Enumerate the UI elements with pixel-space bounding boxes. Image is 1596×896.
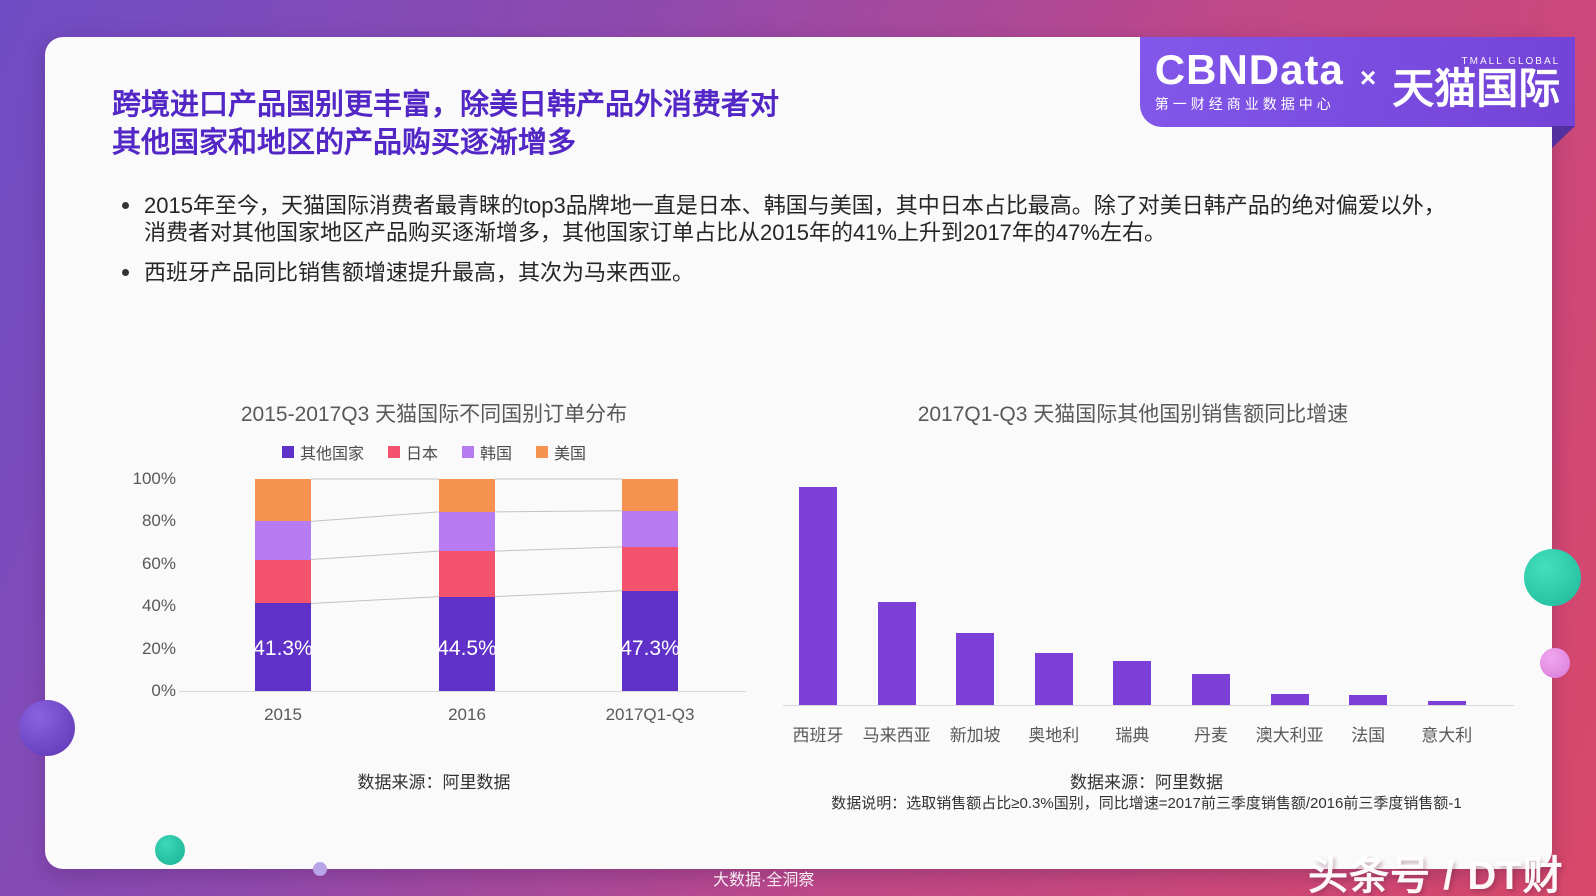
legend-label: 韩国 [480, 446, 513, 463]
tmall-global-logo: TMALL GLOBAL 天猫国际 [1392, 55, 1561, 112]
left-chart-bar-label-2017Q1-Q3: 47.3% [620, 637, 680, 660]
left-chart-bar-2016-美国 [439, 479, 495, 512]
right-chart-bar-瑞典 [1113, 661, 1152, 705]
bullet-item-1: 2015年至今，天猫国际消费者最青睐的top3品牌地一直是日本、韩国与美国，其中… [118, 192, 1463, 246]
left-chart-bar-2015-日本 [255, 559, 311, 604]
left-chart-title: 2015-2017Q3 天猫国际不同国别订单分布 [240, 403, 628, 426]
legend-item-1: 日本 [387, 440, 438, 464]
decor-dot-lavender [313, 862, 327, 876]
right-chart-axis-line [783, 705, 1514, 706]
right-chart-xlabel-瑞典: 瑞典 [1115, 726, 1150, 745]
left-chart-ytick-40: 40% [141, 596, 176, 616]
left-chart-bar-2017Q1-Q3-日本 [622, 546, 678, 591]
left-chart-ytick-0: 0% [151, 681, 176, 700]
page-title-line1: 跨境进口产品国别更丰富，除美日韩产品外消费者对 [112, 89, 780, 121]
right-chart-bar-奥地利 [1034, 652, 1073, 705]
left-chart-bar-2017Q1-Q3-其他国家 [622, 590, 678, 691]
legend-item-2: 韩国 [462, 440, 512, 464]
ribbon-fold-triangle [1552, 126, 1575, 148]
left-chart-bar-2015-韩国 [255, 521, 311, 560]
right-chart-source: 数据来源：阿里数据 [1070, 773, 1223, 792]
cbndata-logo-subtitle: 第一财经商业数据中心 [1154, 96, 1335, 112]
right-chart-bar-法国 [1349, 695, 1388, 705]
left-chart-bar-2015-其他国家 [255, 603, 311, 691]
right-chart-xlabel-马来西亚: 马来西亚 [862, 726, 931, 745]
left-chart-xlabel-2017Q1-Q3: 2017Q1-Q3 [605, 705, 695, 724]
right-chart-note: 数据说明：选取销售额占比≥0.3%国别，同比增速=2017前三季度销售额/201… [831, 795, 1462, 812]
left-chart-ytick-20: 20% [141, 638, 176, 658]
cross-icon: × [1359, 62, 1377, 93]
right-chart-title: 2017Q1-Q3 天猫国际其他国别销售额同比增速 [917, 403, 1349, 426]
legend-item-3: 美国 [536, 440, 586, 464]
left-chart-source: 数据来源：阿里数据 [357, 773, 511, 792]
footer-slogan: 大数据·全洞察 [713, 872, 815, 889]
left-chart-bar-2016-日本 [439, 551, 495, 597]
left-chart-ytick-60: 60% [141, 553, 176, 573]
right-chart-xlabel-法国: 法国 [1351, 726, 1386, 745]
legend-item-0: 其他国家 [281, 440, 364, 464]
legend-label: 美国 [554, 446, 587, 463]
left-chart-bar-2016-韩国 [439, 511, 495, 552]
decor-circle-teal-large [1524, 549, 1581, 606]
left-chart-xlabel-2016: 2016 [448, 705, 486, 724]
left-chart-legend: 其他国家 日本 韩国 美国 [134, 440, 734, 464]
legend-swatch-icon [536, 446, 549, 458]
decor-circle-teal-small [155, 835, 185, 865]
left-chart-bar-2017Q1-Q3-美国 [622, 479, 678, 511]
tmall-global-small-text: TMALL GLOBAL [1461, 55, 1561, 67]
left-chart-xlabel-2015: 2015 [264, 705, 302, 724]
legend-swatch-icon [387, 446, 400, 458]
bullet-item-2: 西班牙产品同比销售额增速提升最高，其次为马来西亚。 [118, 259, 1463, 286]
left-chart-ytick-80: 80% [141, 511, 176, 531]
decor-circle-pink [1540, 648, 1570, 678]
right-chart-bar-丹麦 [1192, 674, 1230, 705]
legend-label: 其他国家 [299, 446, 364, 463]
left-chart-bar-label-2016: 44.5% [437, 637, 497, 660]
right-chart-bar-意大利 [1427, 700, 1466, 705]
right-chart-xlabel-奥地利: 奥地利 [1028, 726, 1080, 745]
bullet-list: 2015年至今，天猫国际消费者最青睐的top3品牌地一直是日本、韩国与美国，其中… [118, 192, 1463, 299]
left-chart-bar-label-2015: 41.3% [253, 637, 313, 660]
legend-label: 日本 [405, 446, 438, 463]
right-chart-xlabel-新加坡: 新加坡 [949, 726, 1001, 745]
left-chart-bar-2017Q1-Q3-韩国 [622, 510, 678, 547]
page-title: 跨境进口产品国别更丰富，除美日韩产品外消费者对 其他国家和地区的产品购买逐渐增多 [112, 86, 779, 162]
right-chart-bar-马来西亚 [877, 602, 916, 705]
right-chart-bar-澳大利亚 [1270, 694, 1309, 705]
right-chart-bar-新加坡 [956, 632, 995, 705]
left-chart-connector-lines [310, 478, 623, 604]
page-title-line2: 其他国家和地区的产品购买逐渐增多 [112, 127, 577, 159]
left-chart-axis-line [179, 691, 746, 692]
right-chart-xlabel-西班牙: 西班牙 [792, 726, 844, 745]
right-chart-bar-西班牙 [799, 486, 837, 705]
right-chart-xlabel-丹麦: 丹麦 [1194, 726, 1228, 745]
left-chart-bar-2016-其他国家 [439, 596, 495, 691]
right-chart-xlabel-意大利: 意大利 [1421, 726, 1473, 745]
decor-circle-purple [19, 700, 75, 756]
legend-swatch-icon [462, 446, 474, 458]
left-chart-bar-2015-美国 [255, 479, 311, 522]
cbndata-logo-text: CBNData [1154, 46, 1344, 93]
watermark-dt-caijing: 头条号 / DT财经 [1308, 854, 1564, 896]
cbndata-logo: CBNData 第一财经商业数据中心 [1154, 46, 1344, 114]
left-chart-ytick-100: 100% [132, 469, 176, 488]
legend-swatch-icon [281, 446, 294, 458]
content-card [45, 37, 1552, 869]
tmall-global-logo-text: 天猫国际 [1392, 64, 1561, 112]
logo-ribbon: CBNData 第一财经商业数据中心 × TMALL GLOBAL 天猫国际 [1140, 37, 1575, 127]
right-chart-xlabel-澳大利亚: 澳大利亚 [1255, 726, 1324, 745]
